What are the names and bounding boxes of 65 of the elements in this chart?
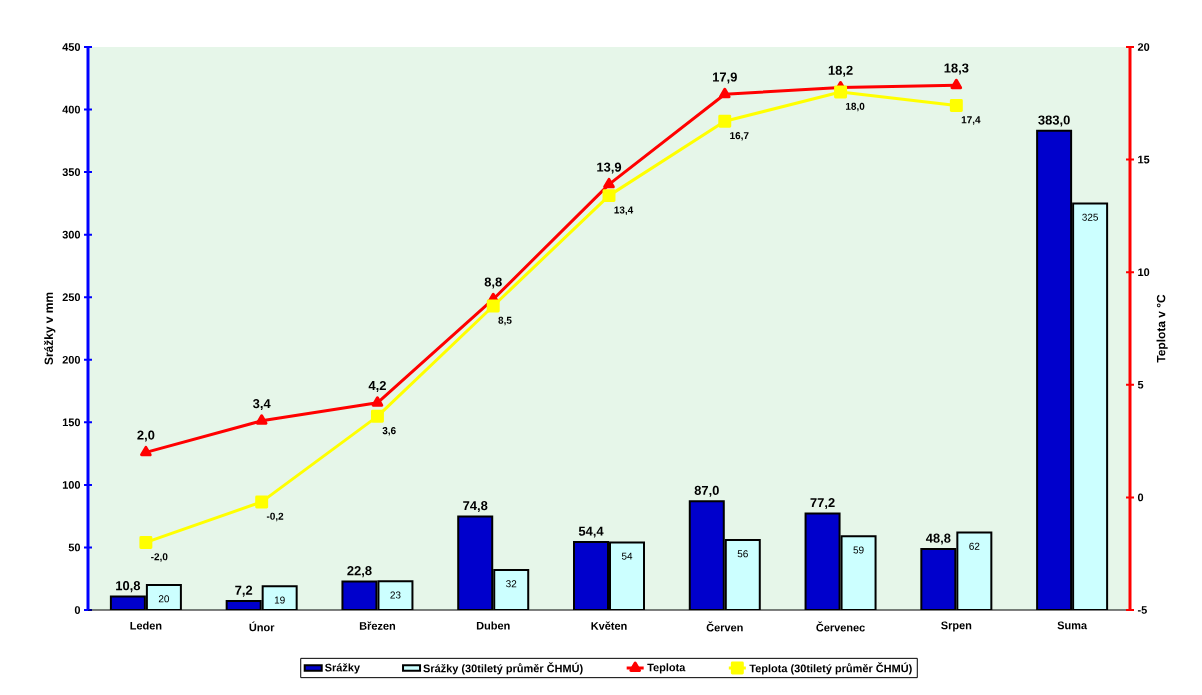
y-tick-label: 450 bbox=[62, 43, 81, 51]
data-label: 22,8 bbox=[347, 566, 372, 578]
x-tick-label: Srpen bbox=[941, 621, 972, 632]
data-label: -2,0 bbox=[151, 553, 168, 562]
data-label: 18,3 bbox=[944, 63, 969, 75]
data-label: 325 bbox=[1082, 213, 1099, 221]
data-label: 87,0 bbox=[694, 485, 719, 497]
y-tick-label: 200 bbox=[62, 355, 81, 364]
y-tick-label: 300 bbox=[62, 230, 81, 239]
y-tick-label: 50 bbox=[68, 543, 81, 552]
data-label: 4,2 bbox=[368, 380, 386, 393]
data-label: 54,4 bbox=[578, 526, 604, 538]
data-label: 13,4 bbox=[614, 206, 634, 215]
legend-label: Srážky bbox=[325, 663, 360, 674]
data-label: 59 bbox=[853, 546, 864, 554]
data-label: 56 bbox=[737, 550, 748, 558]
data-label: 23 bbox=[390, 591, 401, 599]
data-label: 8,8 bbox=[484, 277, 502, 289]
x-tick-label: Duben bbox=[476, 621, 510, 630]
data-label: 17,9 bbox=[712, 72, 737, 84]
data-label: 77,2 bbox=[810, 498, 835, 510]
y2-tick-label: -5 bbox=[1137, 606, 1147, 614]
y-tick-label: 100 bbox=[62, 481, 81, 489]
y-tick-label: 0 bbox=[74, 606, 81, 614]
data-label: -0,2 bbox=[266, 512, 284, 522]
y-tick-label: 400 bbox=[62, 105, 81, 114]
data-label: 2,0 bbox=[137, 430, 155, 442]
data-label: 17,4 bbox=[961, 116, 981, 125]
x-tick-label: Květen bbox=[591, 621, 627, 630]
x-tick-label: Únor bbox=[249, 621, 275, 632]
y-tick-label: 150 bbox=[62, 418, 81, 427]
data-label: 7,2 bbox=[235, 585, 253, 597]
x-tick-label: Leden bbox=[130, 621, 162, 630]
x-tick-label: Červenec bbox=[816, 621, 865, 632]
y-tick-label: 250 bbox=[62, 293, 81, 302]
x-tick-label: Březen bbox=[359, 621, 396, 630]
data-label: 74,8 bbox=[463, 501, 488, 513]
data-label: 8,5 bbox=[498, 316, 512, 326]
y2-tick-label: 0 bbox=[1137, 493, 1144, 502]
data-label: 19 bbox=[274, 596, 285, 604]
data-label: 54 bbox=[621, 552, 633, 560]
data-label: 32 bbox=[506, 580, 517, 588]
data-label: 18,0 bbox=[846, 102, 865, 112]
data-label: 48,8 bbox=[925, 533, 951, 545]
y2-tick-label: 20 bbox=[1137, 43, 1150, 51]
data-label: 62 bbox=[969, 542, 980, 550]
data-label: 3,6 bbox=[382, 427, 396, 436]
data-label: 18,2 bbox=[828, 65, 853, 77]
data-label: 383,0 bbox=[1038, 115, 1070, 127]
y-axis-title: Srážky v mm bbox=[43, 292, 56, 365]
y2-tick-label: 10 bbox=[1138, 268, 1150, 277]
data-label: 13,9 bbox=[597, 162, 622, 174]
legend-label: Teplota bbox=[647, 663, 686, 674]
data-label: 20 bbox=[158, 595, 170, 603]
legend-label: Teplota (30tiletý průměr ČHMÚ) bbox=[749, 662, 912, 675]
data-label: 3,4 bbox=[252, 398, 271, 411]
x-tick-label: Suma bbox=[1057, 621, 1088, 630]
legend-label: Srážky (30tiletý průměr ČHMÚ) bbox=[423, 662, 583, 675]
y2-axis-title: Teplota v °C bbox=[1156, 294, 1168, 363]
y-tick-label: 350 bbox=[62, 168, 81, 176]
data-label: 10,8 bbox=[116, 581, 141, 593]
data-label: 16,7 bbox=[730, 132, 749, 141]
y2-tick-label: 5 bbox=[1137, 380, 1144, 389]
x-tick-label: Červen bbox=[706, 621, 743, 632]
y2-tick-label: 15 bbox=[1138, 155, 1150, 164]
